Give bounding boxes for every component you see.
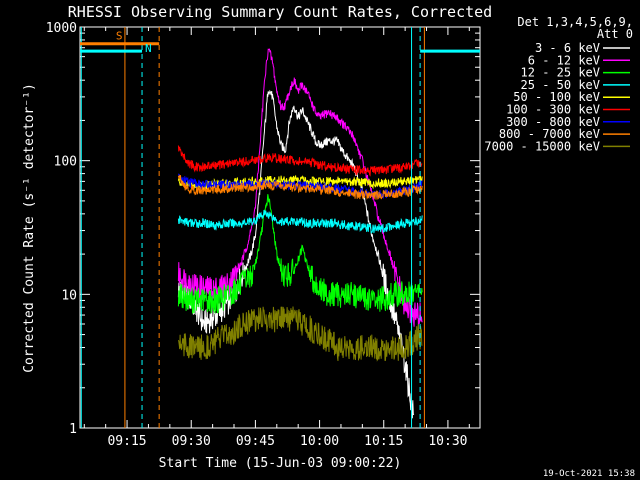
legend-label-2: 12 - 25 keV — [521, 66, 600, 80]
x-tick-label: 10:30 — [428, 434, 467, 449]
legend-label-5: 100 - 300 keV — [506, 103, 600, 117]
x-tick-label: 10:00 — [300, 434, 339, 449]
series-line-5 — [177, 145, 423, 177]
y-tick-label: 10 — [61, 288, 77, 303]
x-tick-label: 09:30 — [172, 434, 211, 449]
y-tick-label: 1 — [69, 422, 77, 437]
legend-label-0: 3 - 6 keV — [535, 41, 600, 55]
y-tick-label: 1000 — [46, 21, 77, 36]
legend-label-1: 6 - 12 keV — [528, 53, 600, 67]
night-flag-label: N — [145, 42, 152, 55]
plot-area — [177, 48, 423, 419]
saa-flag-label: S — [116, 30, 123, 43]
y-axis-label: Corrected Count Rate (s⁻¹ detector⁻¹) — [22, 83, 37, 373]
footer-date: 19-Oct-2021 15:38 — [543, 469, 635, 479]
legend-label-3: 25 - 50 keV — [521, 78, 600, 92]
annotations: SN — [80, 27, 480, 428]
series-line-3 — [177, 209, 423, 234]
x-tick-label: 09:15 — [107, 434, 146, 449]
series-line-7 — [177, 174, 423, 200]
axes: 09:15 09:30 09:45 10:00 10:15 10:30 1 10 100 1000 — [46, 21, 481, 449]
legend-header-line-2: Att 0 — [597, 27, 633, 41]
plot-frame — [79, 26, 481, 429]
legend-label-7: 800 - 7000 keV — [499, 127, 600, 141]
series-line-8 — [177, 306, 423, 362]
y-tick-label: 100 — [54, 155, 77, 170]
series-line-2 — [177, 194, 423, 314]
x-tick-label: 10:15 — [364, 434, 403, 449]
legend-label-4: 50 - 100 keV — [513, 90, 600, 104]
legend-label-8: 7000 - 15000 keV — [484, 139, 600, 153]
legend-header-line-1: Det 1,3,4,5,6,9, — [517, 15, 633, 29]
chart-title: RHESSI Observing Summary Count Rates, Co… — [68, 3, 492, 21]
x-axis-label: Start Time (15-Jun-03 09:00:22) — [159, 456, 402, 471]
x-tick-label: 09:45 — [236, 434, 275, 449]
legend-label-6: 300 - 800 keV — [506, 115, 600, 129]
